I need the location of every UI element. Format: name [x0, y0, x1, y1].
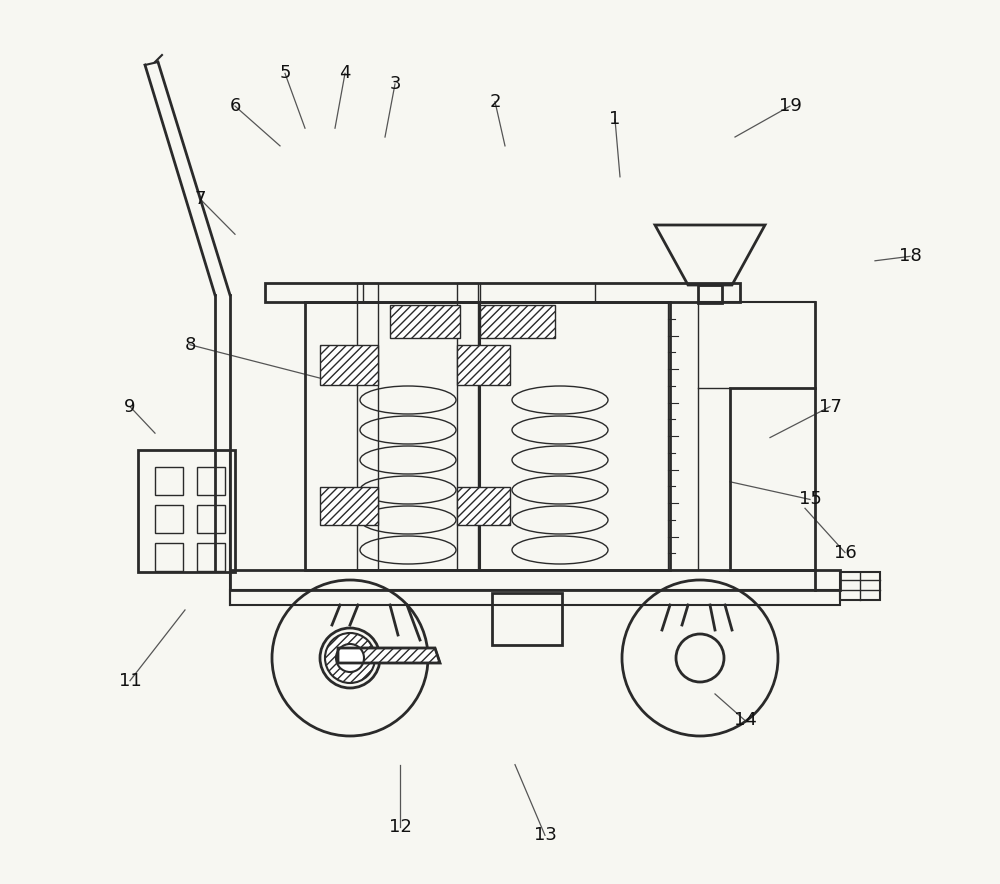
Bar [138, 450, 235, 572]
Text: 2: 2 [489, 93, 501, 110]
Bar [480, 305, 555, 338]
Text: 12: 12 [389, 818, 411, 835]
Bar [230, 590, 840, 605]
Bar [457, 487, 510, 525]
Text: 16: 16 [834, 544, 856, 561]
Circle shape [336, 644, 364, 672]
Bar [230, 570, 840, 590]
Text: 6: 6 [229, 97, 241, 115]
Text: 14: 14 [734, 712, 756, 729]
Bar [155, 543, 183, 571]
Bar [197, 543, 225, 571]
Bar [357, 283, 378, 570]
Text: 17: 17 [819, 398, 841, 415]
Text: 7: 7 [194, 190, 206, 208]
Bar [390, 305, 460, 338]
Bar [840, 572, 880, 600]
Bar [698, 285, 722, 303]
Circle shape [325, 633, 375, 683]
Text: 13: 13 [534, 827, 556, 844]
Bar [305, 302, 670, 570]
Bar [492, 593, 562, 645]
Text: 15: 15 [799, 491, 821, 508]
Bar [155, 505, 183, 533]
Text: 3: 3 [389, 75, 401, 93]
Bar [197, 467, 225, 495]
Text: 19: 19 [779, 97, 801, 115]
Bar [457, 283, 478, 570]
Text: 5: 5 [279, 65, 291, 82]
Bar [320, 345, 378, 385]
Bar [155, 467, 183, 495]
Polygon shape [338, 648, 440, 663]
Bar [457, 345, 510, 385]
Bar [265, 283, 740, 302]
Text: 9: 9 [124, 398, 136, 415]
Text: 4: 4 [339, 65, 351, 82]
Text: 1: 1 [609, 110, 621, 128]
Text: 18: 18 [899, 248, 921, 265]
Bar [197, 505, 225, 533]
Text: 8: 8 [184, 336, 196, 354]
Bar [668, 302, 698, 570]
Bar [730, 388, 815, 570]
Text: 11: 11 [119, 672, 141, 690]
Bar [320, 487, 378, 525]
